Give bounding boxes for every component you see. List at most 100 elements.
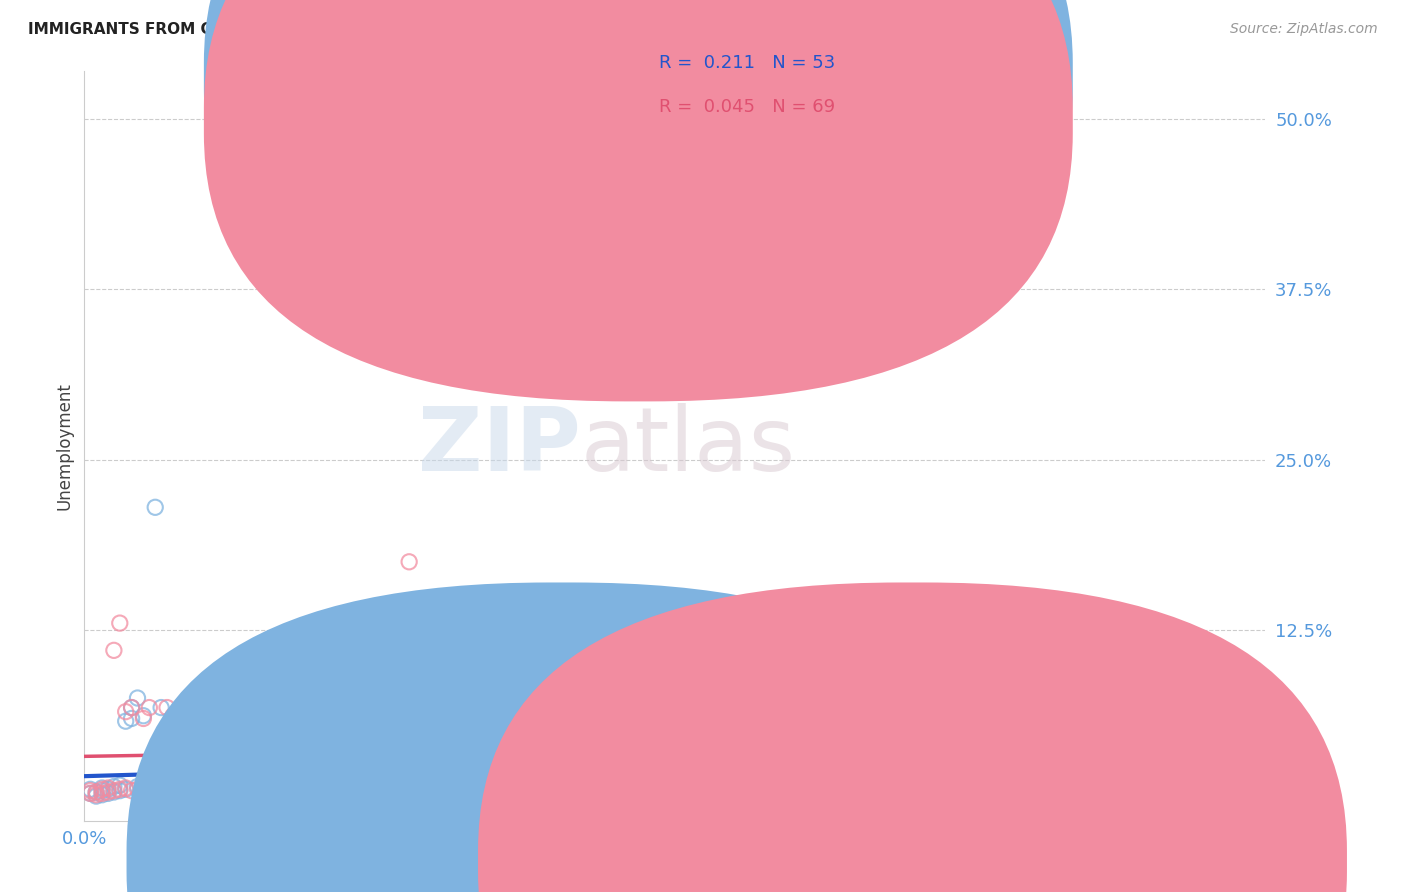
Text: IMMIGRANTS FROM CZECHOSLOVAKIA VS IMMIGRANTS FROM PORTUGAL UNEMPLOYMENT CORRELAT: IMMIGRANTS FROM CZECHOSLOVAKIA VS IMMIGR… xyxy=(28,22,988,37)
Point xyxy=(202,780,225,794)
Point xyxy=(79,783,101,797)
Point xyxy=(91,788,114,802)
Point xyxy=(103,780,125,794)
Point xyxy=(114,705,136,719)
Point xyxy=(309,711,332,725)
Point xyxy=(215,782,238,797)
Point xyxy=(841,705,863,719)
Text: Immigrants from Czechoslovakia: Immigrants from Czechoslovakia xyxy=(581,855,832,870)
Point xyxy=(516,708,538,723)
Point xyxy=(97,786,120,800)
Point xyxy=(91,780,114,795)
Point xyxy=(1136,698,1159,712)
Point xyxy=(138,700,160,714)
Point xyxy=(162,780,184,795)
Point xyxy=(1136,708,1159,723)
Point xyxy=(457,711,479,725)
Point xyxy=(900,711,922,725)
Point xyxy=(103,785,125,799)
Point xyxy=(173,780,195,794)
Point xyxy=(114,782,136,797)
Point xyxy=(1195,711,1218,725)
Point xyxy=(79,786,101,800)
Point xyxy=(91,783,114,797)
Point xyxy=(127,782,149,797)
Point xyxy=(262,780,284,795)
Point xyxy=(143,500,166,515)
Point xyxy=(321,780,343,794)
Point xyxy=(114,780,136,795)
Point xyxy=(91,786,114,800)
Point xyxy=(180,780,202,795)
Point xyxy=(280,780,302,794)
Point xyxy=(132,708,155,723)
Text: ZIP: ZIP xyxy=(418,402,581,490)
Point xyxy=(180,780,202,795)
Point xyxy=(546,711,568,725)
Point xyxy=(143,782,166,797)
Point xyxy=(127,691,149,706)
Point xyxy=(221,780,243,795)
Point xyxy=(398,555,420,569)
Point xyxy=(84,785,107,799)
Point xyxy=(121,700,143,714)
Point xyxy=(103,643,125,657)
Point xyxy=(150,700,173,714)
Point xyxy=(298,780,321,795)
Point xyxy=(1107,711,1129,725)
Point xyxy=(1225,780,1247,795)
Text: Source: ZipAtlas.com: Source: ZipAtlas.com xyxy=(1230,22,1378,37)
Point xyxy=(1077,780,1099,795)
Point xyxy=(285,780,308,795)
Point xyxy=(173,698,195,712)
Point xyxy=(197,780,219,795)
Point xyxy=(103,783,125,797)
Point xyxy=(97,780,120,795)
Point xyxy=(79,786,101,800)
Point xyxy=(380,789,402,804)
Point xyxy=(1166,780,1188,795)
Point xyxy=(239,780,262,795)
Point xyxy=(398,780,420,795)
Point xyxy=(368,789,391,804)
Point xyxy=(97,782,120,797)
Point xyxy=(221,780,243,795)
Point xyxy=(1018,708,1040,723)
Point xyxy=(191,780,214,795)
Point xyxy=(150,780,173,794)
Point xyxy=(162,708,184,723)
Point xyxy=(84,789,107,804)
Point xyxy=(752,788,775,802)
Point xyxy=(84,788,107,802)
Point xyxy=(108,782,131,797)
Point xyxy=(150,780,173,795)
Point xyxy=(486,780,509,795)
Point xyxy=(427,705,450,719)
Text: R =  0.211   N = 53: R = 0.211 N = 53 xyxy=(659,54,835,71)
Point xyxy=(250,708,273,723)
Point xyxy=(209,708,232,723)
Point xyxy=(427,778,450,792)
Point xyxy=(782,788,804,802)
Point xyxy=(91,782,114,797)
Point xyxy=(232,782,254,797)
Point xyxy=(167,780,190,795)
Point xyxy=(167,777,190,791)
Point xyxy=(114,714,136,729)
Point xyxy=(269,782,291,797)
Point xyxy=(108,616,131,631)
Point xyxy=(156,700,179,714)
Point xyxy=(280,705,302,719)
Point xyxy=(156,778,179,792)
Point xyxy=(121,783,143,797)
Point xyxy=(209,780,232,794)
Point xyxy=(127,780,149,794)
Point xyxy=(84,785,107,799)
Point xyxy=(108,783,131,797)
Point xyxy=(186,708,208,723)
Point xyxy=(191,777,214,791)
Point xyxy=(197,782,219,797)
Point xyxy=(339,782,361,797)
Point xyxy=(191,782,214,797)
Point xyxy=(298,780,321,794)
